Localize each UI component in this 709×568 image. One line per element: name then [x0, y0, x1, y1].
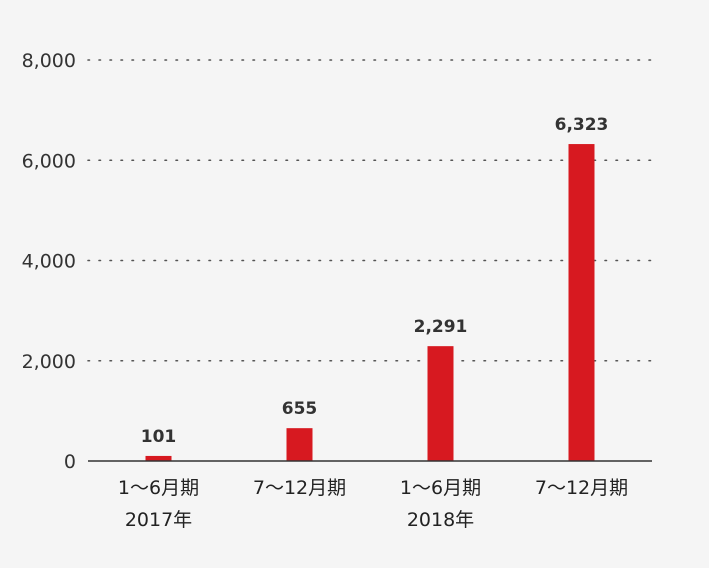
y-tick-label: 0: [64, 451, 76, 473]
x-tick-label: 1～6月期: [400, 477, 481, 499]
data-label: 655: [282, 399, 318, 419]
bar: [145, 455, 172, 461]
data-labels: 101 655 2,291 6,323: [141, 115, 609, 447]
x-group-label: 2018年: [407, 509, 474, 531]
data-label: 101: [141, 427, 177, 447]
x-axis-labels: 1～6月期 7～12月期 1～6月期 7～12月期 2017年 2018年: [118, 477, 628, 531]
y-tick-label: 8,000: [22, 50, 76, 72]
bar: [427, 346, 454, 461]
bars: [145, 144, 595, 461]
y-tick-label: 2,000: [22, 351, 76, 373]
y-tick-label: 6,000: [22, 150, 76, 172]
y-axis-ticks: 0 2,000 4,000 6,000 8,000: [22, 50, 76, 473]
x-tick-label: 1～6月期: [118, 477, 199, 499]
gridlines: [87, 59, 653, 362]
data-label: 6,323: [555, 115, 609, 135]
x-tick-label: 7～12月期: [253, 477, 346, 499]
data-label: 2,291: [414, 317, 468, 337]
y-tick-label: 4,000: [22, 251, 76, 273]
bar: [286, 428, 313, 461]
bar: [568, 144, 595, 461]
x-group-label: 2017年: [125, 509, 192, 531]
x-tick-label: 7～12月期: [535, 477, 628, 499]
